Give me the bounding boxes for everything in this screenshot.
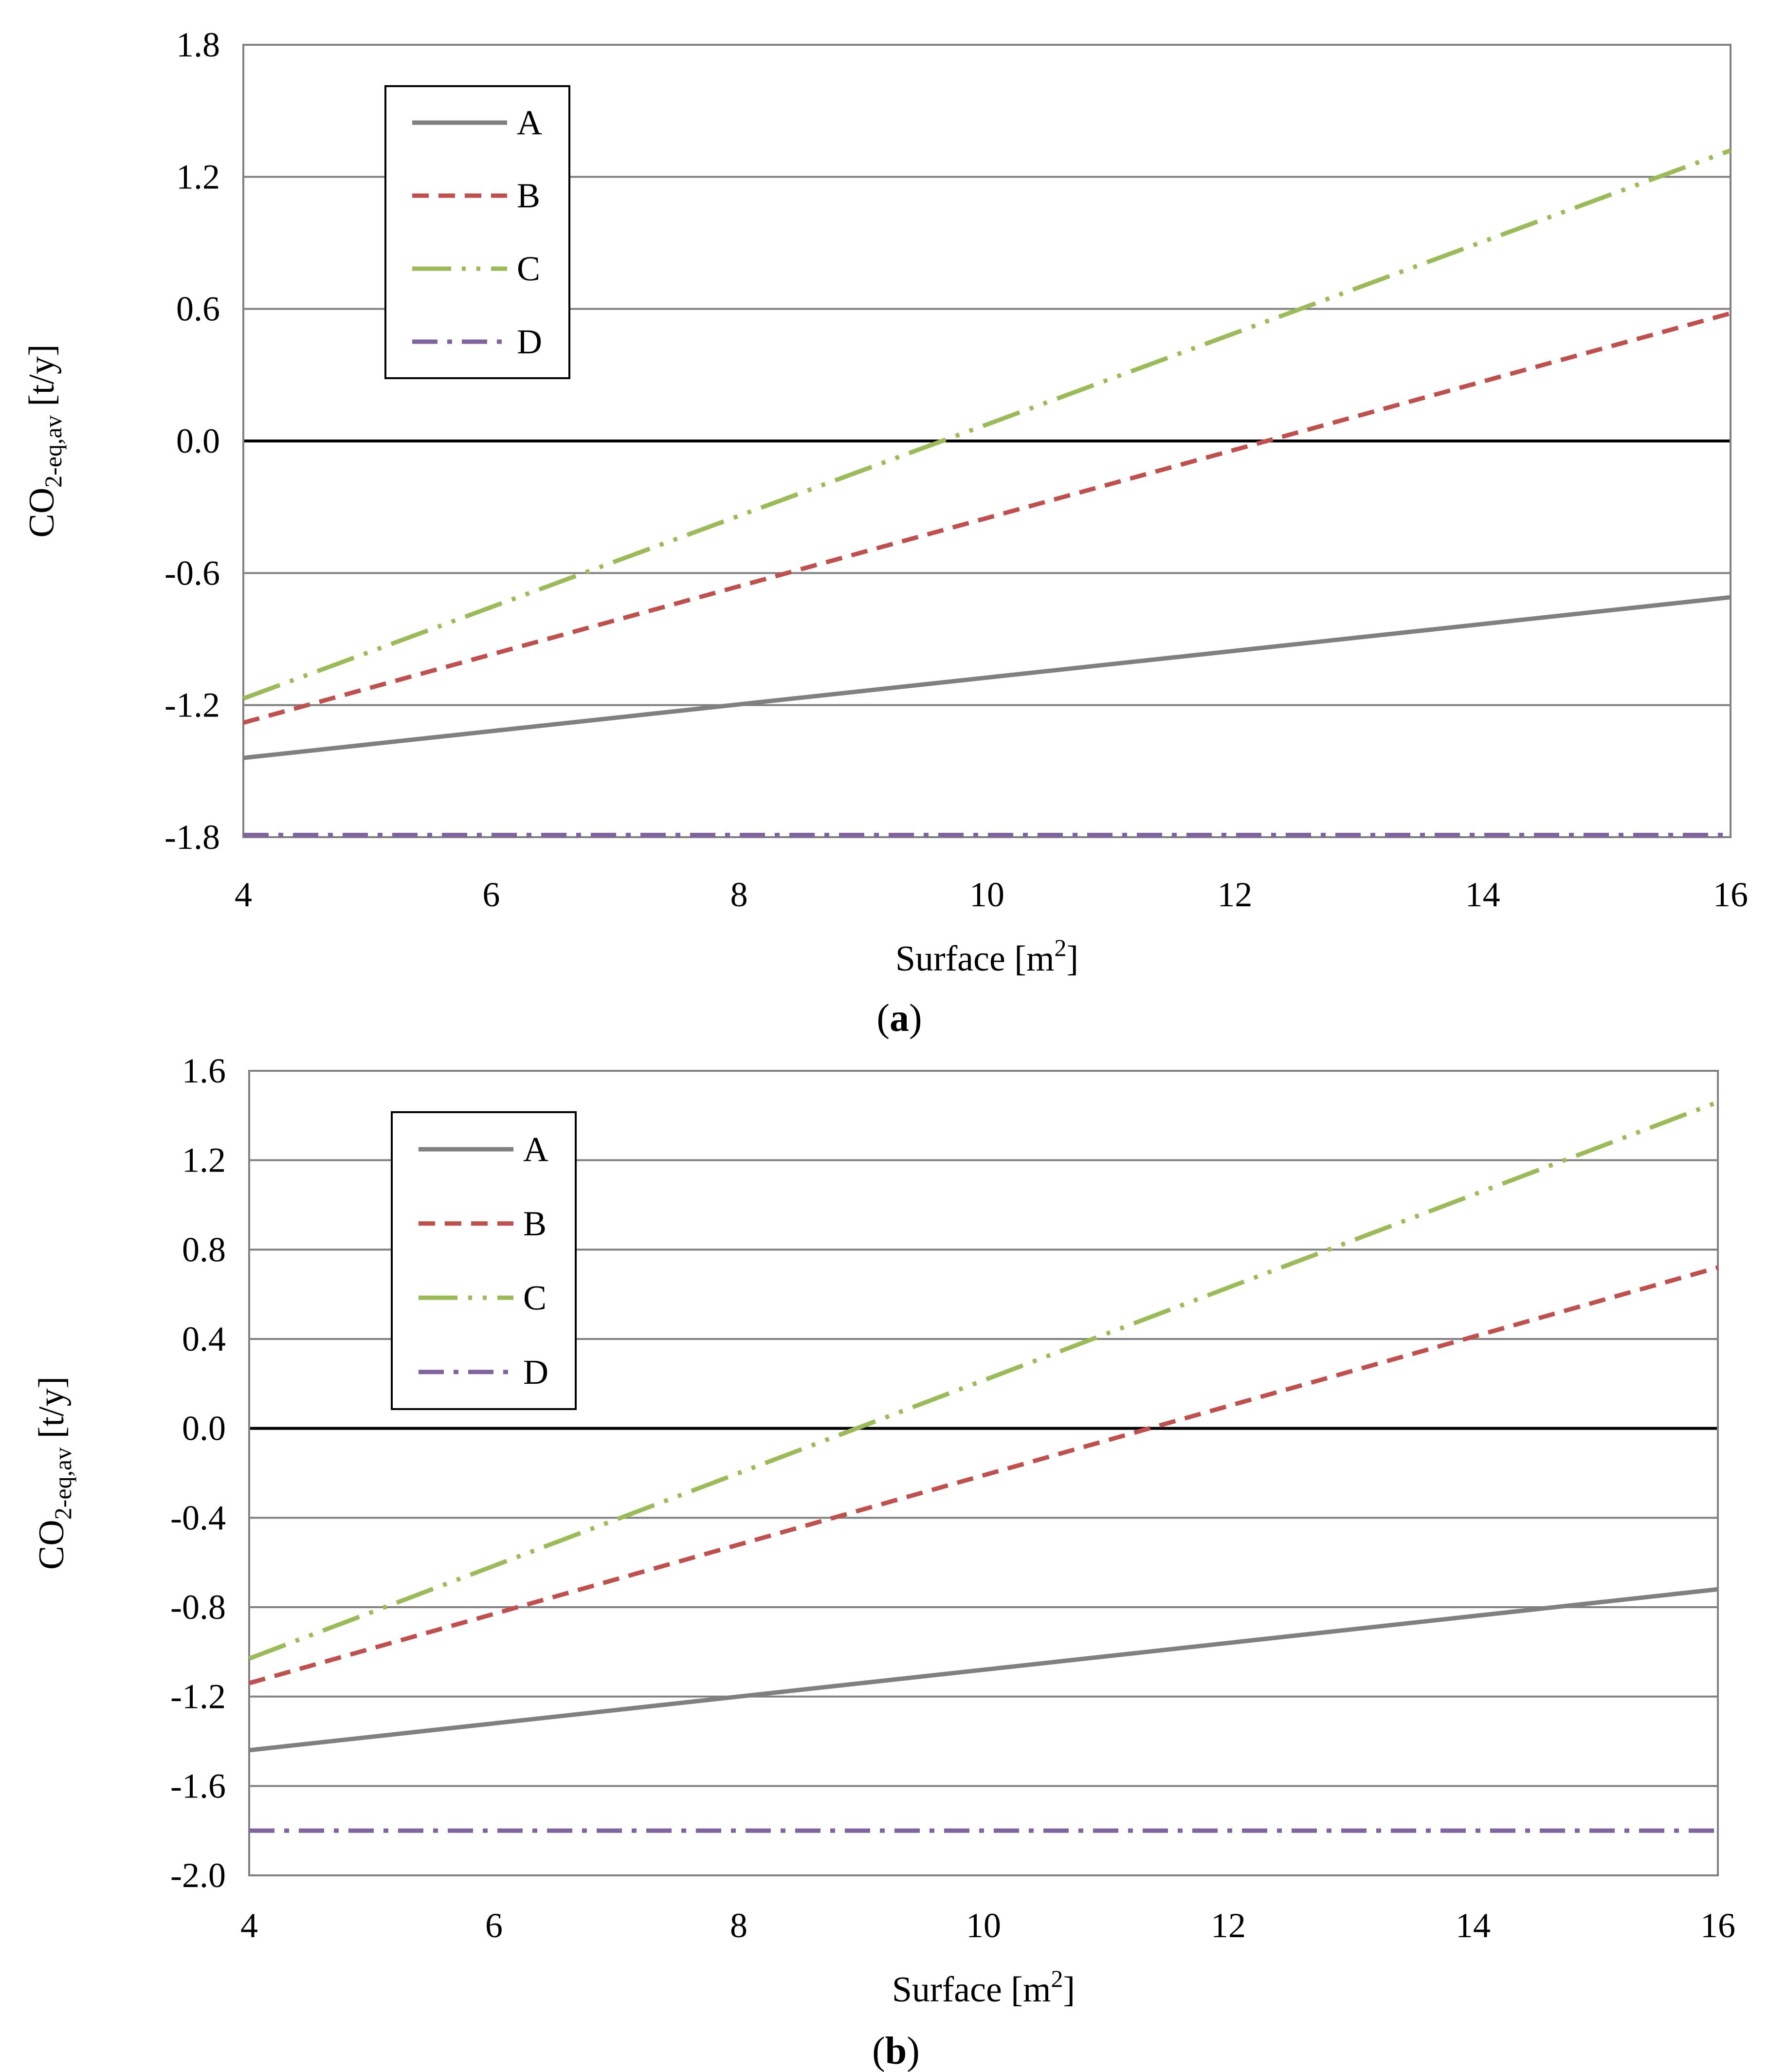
plot-area-frame <box>248 1070 1719 1876</box>
x-tick-label: 8 <box>730 1906 747 1945</box>
y-tick-label: -0.4 <box>170 1498 226 1537</box>
y-tick-label: -0.6 <box>164 553 220 592</box>
y-tick-label: 0.8 <box>182 1230 226 1269</box>
y-tick-label: 1.8 <box>176 25 220 64</box>
legend-label-d: D <box>517 322 542 361</box>
y-tick-label: -1.8 <box>164 818 220 857</box>
legend-label-c: C <box>517 249 540 288</box>
legend-label-b: B <box>517 176 540 215</box>
y-tick-label: 1.2 <box>176 157 220 196</box>
x-tick-label: 14 <box>1456 1906 1491 1945</box>
series-line-a <box>243 595 1731 760</box>
x-tick-label: 12 <box>1217 875 1252 914</box>
x-tick-label: 10 <box>969 875 1004 914</box>
legend-box <box>384 85 570 379</box>
legend-box <box>391 1111 577 1410</box>
x-tick-label: 16 <box>1713 875 1748 914</box>
x-tick-label: 6 <box>485 1906 503 1945</box>
x-tick-label: 12 <box>1211 1906 1246 1945</box>
x-axis-title: Surface [m2] <box>892 1965 1075 2010</box>
legend-label-a: A <box>517 103 542 142</box>
series-line-b <box>242 311 1732 725</box>
x-tick-label: 16 <box>1700 1906 1735 1945</box>
series-line-b <box>248 1265 1719 1686</box>
y-tick-label: 0.0 <box>182 1409 226 1448</box>
y-tick-label: -1.2 <box>170 1677 226 1716</box>
series-line-a <box>249 1587 1718 1753</box>
legend-label-c: C <box>523 1278 547 1317</box>
y-tick-label: 1.6 <box>182 1051 226 1090</box>
x-tick-label: 4 <box>240 1906 258 1945</box>
legend-label-b: B <box>523 1204 547 1243</box>
plot-area-frame <box>242 44 1732 838</box>
y-tick-label: -0.8 <box>170 1588 226 1627</box>
y-tick-label: 1.2 <box>182 1141 226 1180</box>
x-axis-title: Surface [m2] <box>895 934 1078 979</box>
y-tick-label: -2.0 <box>170 1856 226 1895</box>
x-tick-label: 6 <box>482 875 500 914</box>
y-axis-title: CO2-eq,av [t/y] <box>32 1376 76 1570</box>
y-tick-label: -1.2 <box>164 686 220 725</box>
panel-label: (b) <box>872 2030 920 2072</box>
y-tick-label: -1.6 <box>170 1766 226 1805</box>
x-tick-label: 10 <box>966 1906 1001 1945</box>
x-tick-label: 14 <box>1465 875 1500 914</box>
chart-panel-b: 1.6 1.2 0.8 0.4 0.0 -0.4 -0.8 -1.2 -1.6 -2.0 4 6 8 10… <box>32 1051 1735 2072</box>
y-tick-label: 0.4 <box>182 1320 226 1358</box>
x-tick-label: 8 <box>730 875 748 914</box>
y-tick-label: 0.6 <box>176 290 220 329</box>
legend-label-a: A <box>523 1130 548 1169</box>
panel-label: (a) <box>876 997 922 1040</box>
x-tick-label: 4 <box>235 875 252 914</box>
series-line-c <box>242 148 1732 701</box>
y-tick-label: 0.0 <box>176 422 220 460</box>
y-axis-title: CO2-eq,av [t/y] <box>22 344 67 537</box>
legend-label-d: D <box>523 1353 548 1392</box>
series-line-c <box>248 1100 1719 1661</box>
